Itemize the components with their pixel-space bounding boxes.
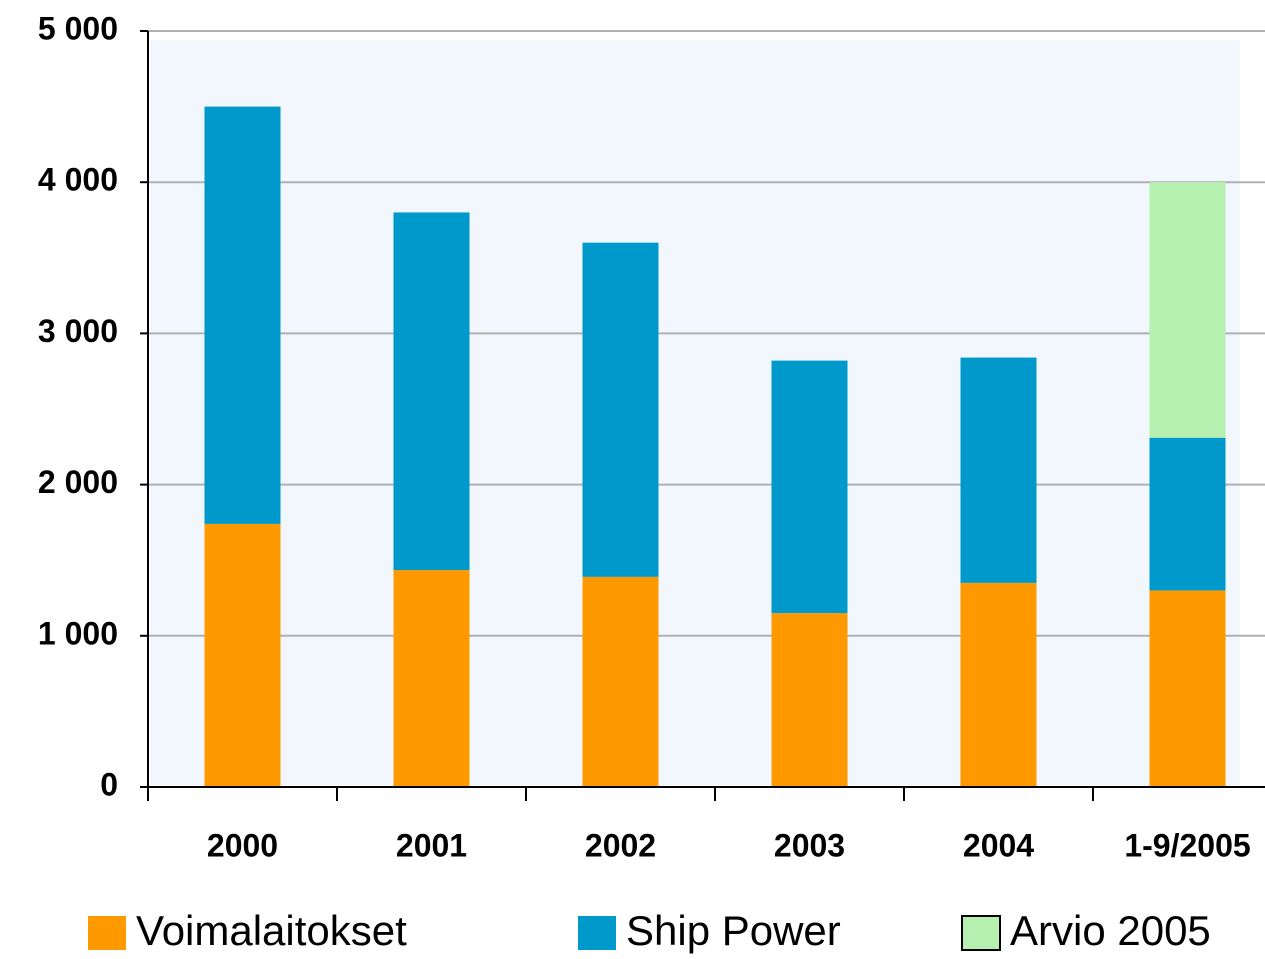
bar-segment — [960, 582, 1037, 787]
legend-swatch — [961, 915, 1001, 951]
bar-segment — [582, 576, 659, 787]
bar-segment — [582, 242, 659, 577]
bar-segment — [1149, 182, 1226, 438]
bar-segment — [1149, 590, 1226, 787]
x-tick-label: 2002 — [585, 827, 656, 863]
y-tick-label: 5 000 — [38, 10, 118, 46]
x-tick-label: 2004 — [963, 827, 1034, 863]
bar-segment — [771, 613, 848, 787]
y-tick-label: 2 000 — [38, 464, 118, 500]
y-tick-label: 1 000 — [38, 615, 118, 651]
legend-label: Ship Power — [626, 907, 841, 954]
legend-swatch — [578, 916, 616, 950]
y-tick-label: 0 — [100, 766, 118, 802]
bar-segment — [393, 570, 470, 787]
bar-segment — [204, 523, 281, 787]
y-tick-label: 4 000 — [38, 162, 118, 198]
bar-segment — [960, 357, 1037, 583]
legend-swatch — [88, 916, 126, 950]
background-image — [150, 40, 1240, 785]
bar-segment — [1149, 437, 1226, 591]
y-tick-label: 3 000 — [38, 313, 118, 349]
x-tick-label: 1-9/2005 — [1124, 827, 1250, 863]
bar-segment — [393, 212, 470, 571]
bar-segment — [771, 360, 848, 614]
x-tick-label: 2001 — [396, 827, 467, 863]
bar-segment — [204, 106, 281, 524]
legend-label: Arvio 2005 — [1010, 907, 1211, 954]
x-tick-label: 2000 — [207, 827, 278, 863]
x-tick-label: 2003 — [774, 827, 845, 863]
legend-label: Voimalaitokset — [136, 907, 407, 954]
